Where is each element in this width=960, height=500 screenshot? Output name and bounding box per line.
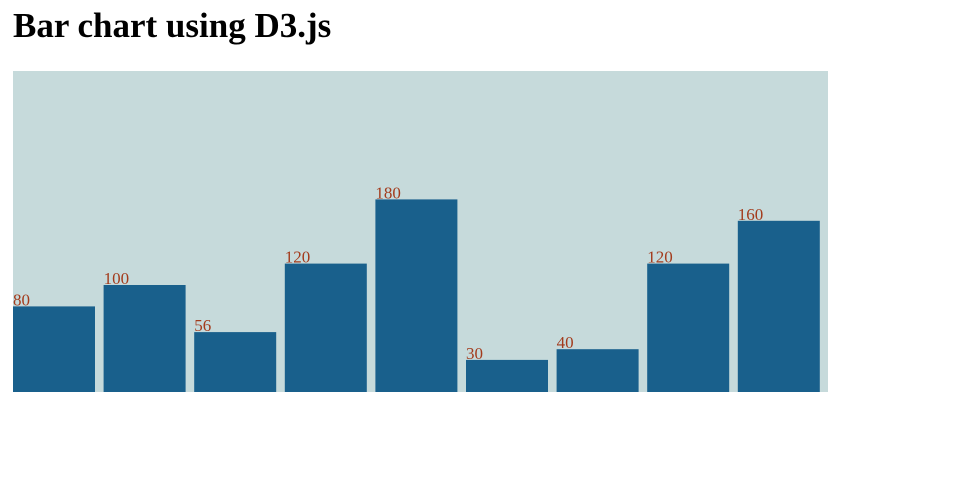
bar-6 <box>466 359 548 392</box>
bar-1 <box>13 306 95 392</box>
bar-label-7: 40 <box>557 333 574 352</box>
bar-label-9: 160 <box>738 205 764 224</box>
bars-group <box>13 199 820 392</box>
bar-8 <box>647 263 730 392</box>
bar-label-6: 30 <box>466 344 483 363</box>
bar-label-4: 120 <box>285 248 311 267</box>
bar-2 <box>103 285 186 392</box>
bar-4 <box>284 263 367 392</box>
bar-5 <box>375 199 458 392</box>
bar-chart: 80 100 56 120 180 30 40 120 160 <box>13 71 828 392</box>
bar-9 <box>737 220 820 392</box>
page-title: Bar chart using D3.js <box>13 6 332 45</box>
bar-label-5: 180 <box>375 183 401 202</box>
bar-labels-group: 80 100 56 120 180 30 40 120 160 <box>13 183 763 363</box>
bar-7 <box>556 349 639 392</box>
bar-3 <box>194 332 277 392</box>
bar-label-1: 80 <box>13 290 30 309</box>
bar-chart-svg: 80 100 56 120 180 30 40 120 160 <box>13 71 828 392</box>
bar-label-3: 56 <box>194 316 211 335</box>
bar-label-2: 100 <box>104 269 130 288</box>
bar-label-8: 120 <box>647 248 673 267</box>
